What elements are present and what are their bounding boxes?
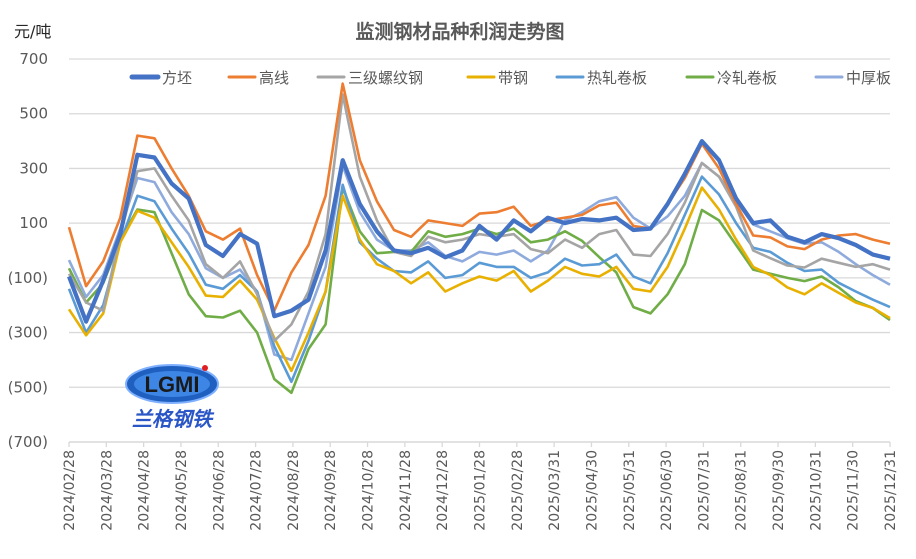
x-tick-label: 2024/07/28 [249, 450, 265, 531]
y-tick-label: (100) [8, 269, 48, 287]
series-line-2 [67, 82, 891, 313]
x-tick-label: 2024/12/28 [435, 450, 451, 531]
series-line-6 [67, 186, 891, 395]
legend-label: 高线 [259, 69, 289, 87]
x-tick-label: 2025/07/31 [696, 450, 712, 531]
legend-item: 三级螺纹钢 [316, 69, 423, 87]
x-tick-label: 2024/06/28 [211, 450, 227, 531]
svg-text:LGMI: LGMI [145, 372, 200, 397]
y-axis-unit: 元/吨 [14, 22, 51, 41]
x-tick-label: 2025/02/28 [510, 450, 526, 531]
series-line-1 [67, 139, 891, 324]
chart-title: 监测钢材品种利润走势图 [355, 20, 564, 43]
x-tick-label: 2024/05/28 [174, 450, 190, 531]
legend-item: 热轧卷板 [555, 69, 647, 87]
x-axis: 2024/02/28 2024/03/28 2024/04/28 2024/05/28… [62, 441, 899, 531]
x-tick-label: 2025/06/30 [659, 450, 675, 531]
x-tick-label: 2024/02/28 [62, 450, 78, 531]
lgmi-logo: LGMI 兰格钢铁 [125, 364, 219, 431]
x-tick-label: 2025/08/31 [734, 450, 750, 531]
x-tick-label: 2025/04/30 [584, 450, 600, 531]
legend-item: 冷轧卷板 [685, 69, 777, 87]
legend-label: 方坯 [162, 69, 192, 87]
legend-item: 方坯 [129, 69, 192, 87]
gridlines [69, 58, 890, 388]
series-line-3 [67, 93, 891, 343]
legend-item: 高线 [227, 69, 289, 87]
x-tick-label: 2025/11/30 [846, 450, 862, 531]
y-tick-label: (500) [8, 378, 48, 396]
x-tick-label: 2025/03/31 [547, 450, 563, 531]
svg-text:兰格钢铁: 兰格钢铁 [132, 407, 215, 431]
y-tick-label: (700) [8, 433, 48, 451]
y-tick-label: 100 [19, 214, 48, 232]
x-tick-label: 2024/09/28 [323, 450, 339, 531]
x-tick-label: 2025/09/30 [771, 450, 787, 531]
legend-label: 热轧卷板 [587, 69, 647, 87]
y-tick-label: 300 [19, 159, 48, 177]
legend-label: 中厚板 [846, 69, 891, 87]
x-tick-label: 2025/12/31 [883, 450, 899, 531]
x-tick-label: 2024/04/28 [137, 450, 153, 531]
y-axis-ticks: 700 500 300 100 (100) (300) (500) (700) [8, 50, 48, 451]
legend-item: 中厚板 [814, 69, 891, 87]
legend-label: 三级螺纹钢 [348, 69, 423, 87]
x-tick-label: 2025/05/31 [622, 450, 638, 531]
series-lines [67, 82, 891, 395]
x-tick-label: 2025/01/28 [473, 450, 489, 531]
legend-item: 带钢 [466, 69, 528, 87]
x-tick-label: 2024/03/28 [99, 450, 115, 531]
x-tick-label: 2025/10/31 [808, 450, 824, 531]
legend: 方坯 高线 三级螺纹钢 带钢 热轧卷板 冷轧卷板 中厚板 [129, 69, 891, 87]
x-tick-label: 2024/10/28 [361, 450, 377, 531]
x-tick-label: 2024/08/28 [286, 450, 302, 531]
legend-label: 带钢 [498, 69, 528, 87]
y-tick-label: (300) [8, 324, 48, 342]
x-tick-label: 2024/11/28 [398, 450, 414, 531]
legend-label: 冷轧卷板 [717, 69, 777, 87]
y-tick-label: 500 [19, 105, 48, 123]
y-tick-label: 700 [19, 50, 48, 68]
series-line-4 [67, 186, 891, 373]
